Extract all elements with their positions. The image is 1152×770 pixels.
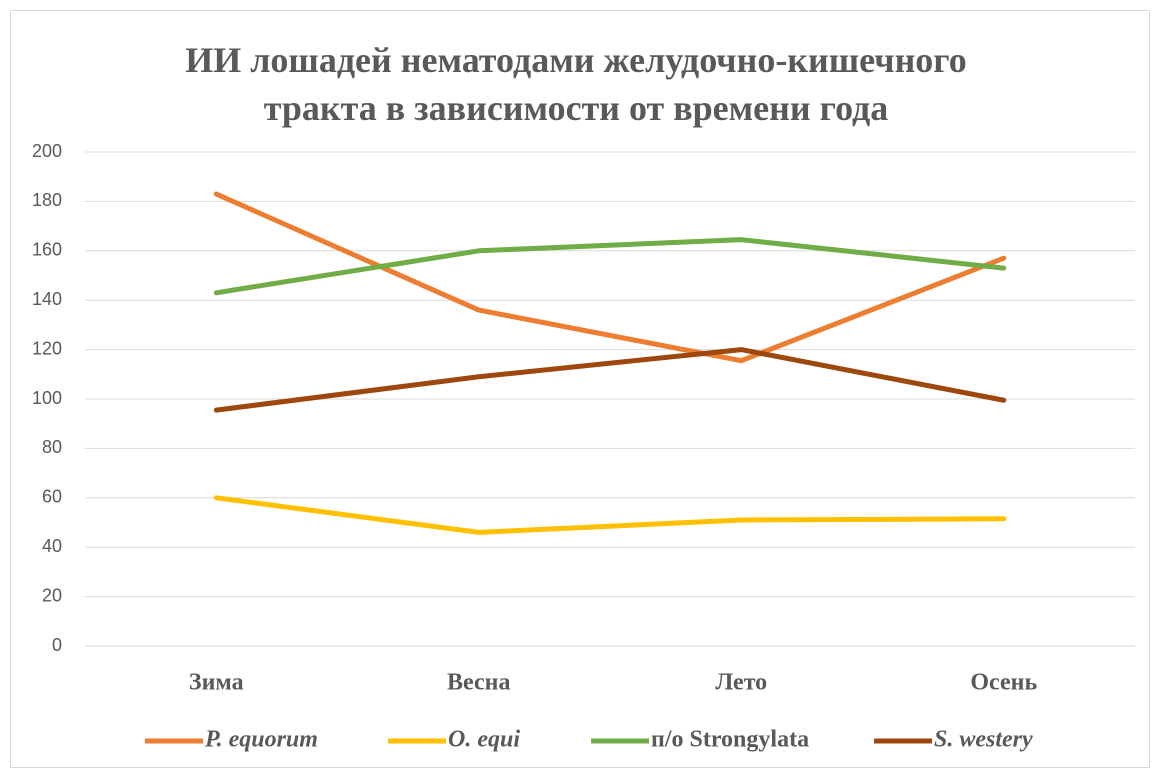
x-tick-label: Зима <box>189 670 244 696</box>
x-tick-label: Весна <box>447 670 510 696</box>
y-tick-label: 100 <box>32 388 62 408</box>
legend-label: P. equorum <box>204 727 318 753</box>
legend-label: O. equi <box>448 727 520 753</box>
y-tick-label: 40 <box>42 536 62 556</box>
y-tick-label: 60 <box>42 487 62 507</box>
y-tick-label: 180 <box>32 190 62 210</box>
y-tick-label: 120 <box>32 338 62 358</box>
y-tick-label: 200 <box>32 141 62 161</box>
chart-frame <box>10 10 1150 768</box>
x-tick-label: Лето <box>715 670 767 696</box>
series-line <box>213 237 1007 296</box>
legend-label: п/o Strongylata <box>651 727 809 753</box>
y-tick-label: 80 <box>42 437 62 457</box>
y-tick-label: 140 <box>32 289 62 309</box>
legend-label: S. westery <box>934 727 1033 753</box>
y-tick-label: 0 <box>52 635 62 655</box>
y-tick-label: 160 <box>32 240 62 260</box>
y-tick-label: 20 <box>42 585 62 605</box>
x-tick-label: Осень <box>970 670 1037 696</box>
series-line <box>213 347 1007 413</box>
chart-title: ИИ лошадей нематодами желудочно-кишечног… <box>185 40 967 128</box>
series-line <box>213 191 1007 364</box>
series-line <box>213 495 1007 535</box>
